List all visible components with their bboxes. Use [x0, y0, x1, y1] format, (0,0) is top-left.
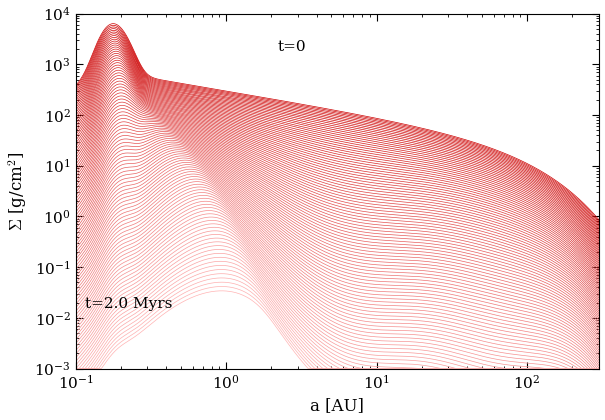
Text: t=2.0 Myrs: t=2.0 Myrs — [85, 297, 172, 310]
Y-axis label: $\Sigma$ [g/cm$^2$]: $\Sigma$ [g/cm$^2$] — [6, 151, 29, 231]
Text: t=0: t=0 — [278, 40, 306, 54]
X-axis label: a [AU]: a [AU] — [310, 397, 364, 414]
